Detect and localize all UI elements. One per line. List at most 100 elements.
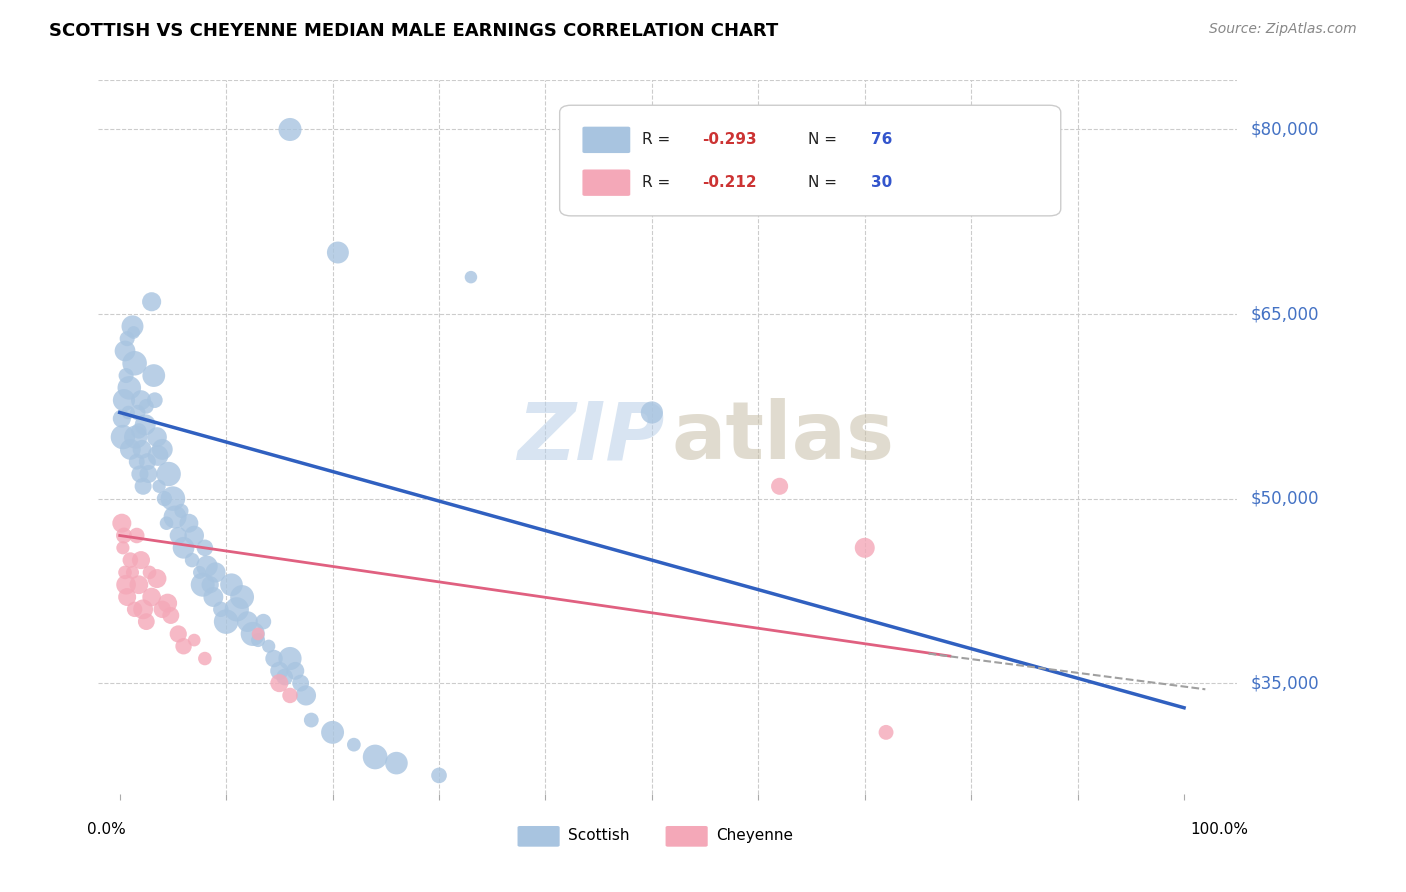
Point: [215, 615, 238, 629]
Point: [299, 713, 322, 727]
Point: [188, 566, 211, 580]
Point: [156, 596, 179, 610]
Point: [111, 541, 134, 555]
Point: [427, 768, 450, 782]
Point: [114, 566, 136, 580]
Point: [177, 516, 200, 531]
Point: [159, 608, 181, 623]
Text: N =: N =: [808, 175, 842, 190]
Point: [125, 455, 148, 469]
Point: [135, 400, 157, 414]
Point: [112, 393, 135, 408]
Point: [295, 689, 318, 703]
Point: [115, 368, 138, 383]
Point: [170, 504, 193, 518]
Point: [129, 467, 152, 481]
Point: [132, 479, 155, 493]
Point: [150, 442, 173, 457]
Point: [136, 455, 159, 469]
Point: [194, 541, 217, 555]
Point: [853, 541, 876, 555]
Point: [252, 615, 274, 629]
Point: [221, 578, 243, 592]
Point: [121, 319, 143, 334]
Point: [146, 430, 169, 444]
Text: $35,000: $35,000: [1251, 674, 1320, 692]
Point: [641, 405, 664, 419]
Point: [284, 664, 307, 678]
Point: [278, 689, 301, 703]
Point: [247, 627, 270, 641]
Text: -0.212: -0.212: [702, 175, 756, 190]
Point: [115, 590, 138, 604]
Point: [225, 602, 247, 616]
Text: Scottish: Scottish: [568, 828, 628, 843]
Point: [127, 405, 149, 419]
Point: [122, 326, 145, 340]
Point: [173, 639, 195, 653]
Point: [150, 602, 173, 616]
Point: [138, 566, 160, 580]
Point: [120, 553, 142, 567]
Point: [135, 615, 157, 629]
Point: [385, 756, 408, 771]
Point: [128, 578, 150, 592]
Point: [146, 572, 169, 586]
Point: [128, 424, 150, 438]
Point: [204, 566, 226, 580]
Point: [142, 368, 165, 383]
Point: [112, 528, 135, 542]
Point: [875, 725, 897, 739]
Text: ZIP: ZIP: [517, 398, 665, 476]
Point: [202, 590, 225, 604]
Point: [131, 442, 153, 457]
Point: [278, 122, 301, 136]
Point: [257, 639, 280, 653]
Point: [138, 467, 160, 481]
Text: 100.0%: 100.0%: [1191, 822, 1249, 838]
Point: [343, 738, 366, 752]
Point: [263, 651, 285, 665]
Point: [146, 449, 169, 463]
Point: [162, 491, 184, 506]
Point: [134, 417, 156, 432]
Point: [194, 651, 217, 665]
Point: [111, 411, 134, 425]
Point: [183, 528, 205, 542]
Text: 30: 30: [870, 175, 891, 190]
FancyBboxPatch shape: [582, 169, 630, 196]
Point: [269, 664, 291, 678]
FancyBboxPatch shape: [665, 826, 707, 847]
Point: [117, 405, 139, 419]
Point: [115, 332, 138, 346]
Text: 76: 76: [870, 132, 891, 147]
Point: [768, 479, 790, 493]
Point: [269, 676, 291, 690]
Point: [124, 430, 146, 444]
Point: [114, 343, 136, 358]
FancyBboxPatch shape: [560, 105, 1060, 216]
Text: $65,000: $65,000: [1251, 305, 1319, 323]
Point: [165, 510, 187, 524]
Point: [242, 627, 264, 641]
Text: N =: N =: [808, 132, 842, 147]
Point: [167, 627, 190, 641]
Point: [460, 270, 482, 285]
Point: [326, 245, 349, 260]
Point: [173, 541, 195, 555]
Point: [132, 602, 155, 616]
Text: Cheyenne: Cheyenne: [716, 828, 793, 843]
Point: [129, 393, 152, 408]
Point: [191, 578, 214, 592]
Point: [120, 442, 142, 457]
Point: [118, 381, 141, 395]
Point: [198, 578, 221, 592]
Point: [111, 516, 134, 531]
Text: SCOTTISH VS CHEYENNE MEDIAN MALE EARNINGS CORRELATION CHART: SCOTTISH VS CHEYENNE MEDIAN MALE EARNING…: [49, 22, 779, 40]
FancyBboxPatch shape: [582, 127, 630, 153]
Text: atlas: atlas: [671, 398, 894, 476]
Point: [115, 578, 138, 592]
Point: [273, 670, 295, 684]
Point: [157, 467, 180, 481]
Point: [153, 491, 176, 506]
